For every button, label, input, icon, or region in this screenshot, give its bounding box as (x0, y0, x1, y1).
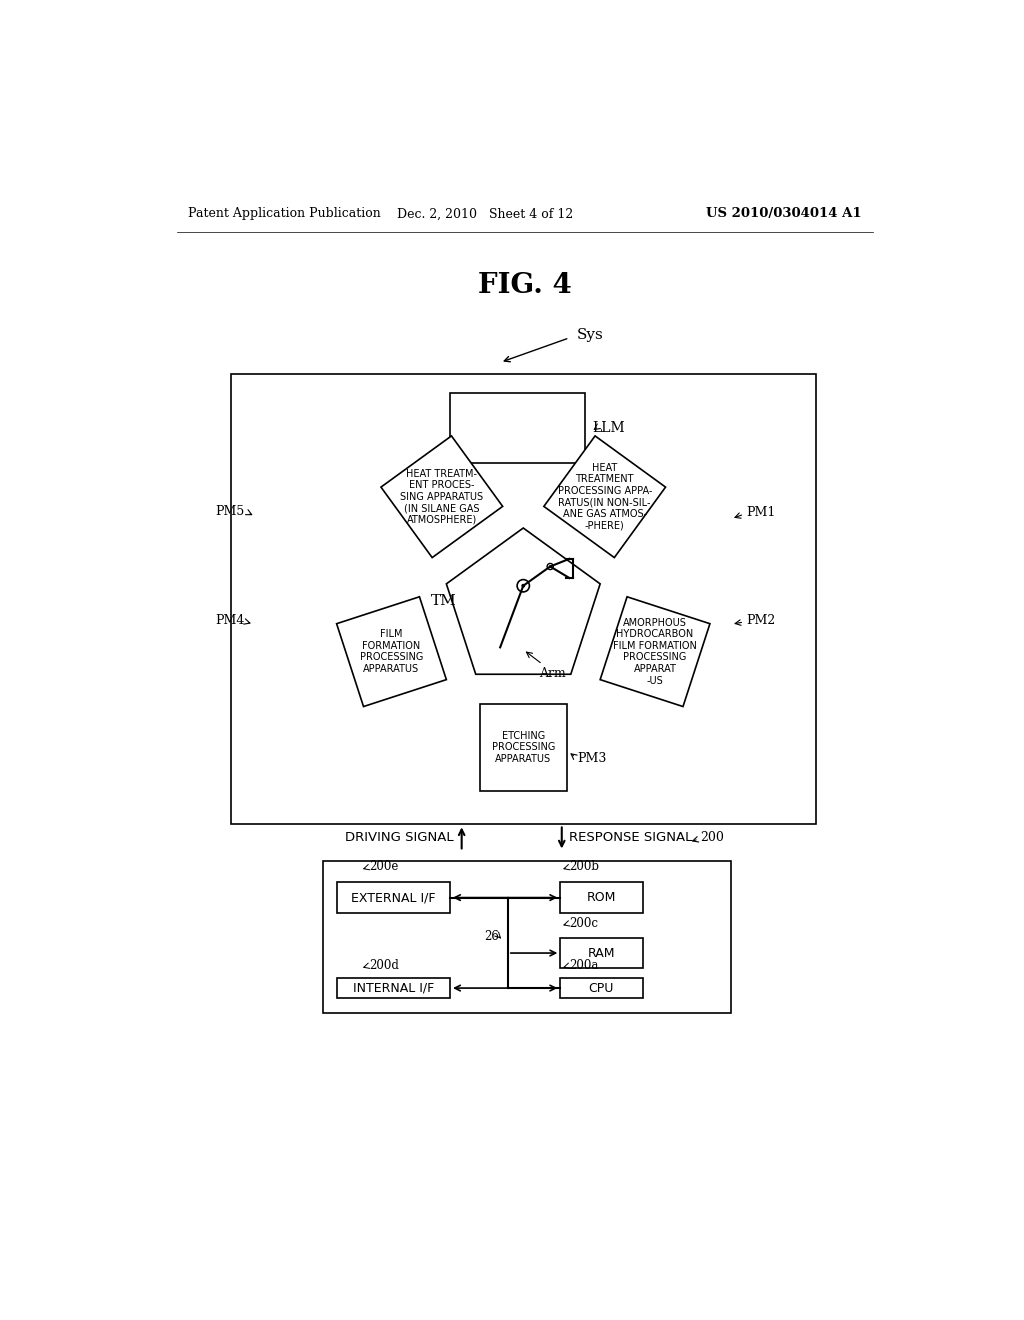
Bar (337, 978, 451, 998)
Polygon shape (381, 436, 503, 557)
Text: DRIVING SIGNAL: DRIVING SIGNAL (345, 832, 454, 843)
Text: Dec. 2, 2010   Sheet 4 of 12: Dec. 2, 2010 Sheet 4 of 12 (396, 207, 572, 220)
Text: FIG. 4: FIG. 4 (478, 272, 571, 298)
Text: 26: 26 (483, 929, 499, 942)
Text: AMORPHOUS
HYDROCARBON
FILM FORMATION
PROCESSING
APPARAT
-US: AMORPHOUS HYDROCARBON FILM FORMATION PRO… (613, 618, 697, 685)
Text: Patent Application Publication: Patent Application Publication (188, 207, 381, 220)
Polygon shape (446, 528, 600, 675)
Text: INTERNAL I/F: INTERNAL I/F (353, 982, 434, 994)
Text: ETCHING
PROCESSING
APPARATUS: ETCHING PROCESSING APPARATUS (492, 731, 555, 764)
Text: 200b: 200b (569, 861, 599, 874)
Polygon shape (337, 597, 446, 706)
Polygon shape (479, 704, 567, 791)
Text: Arm: Arm (539, 667, 565, 680)
Text: PM4: PM4 (215, 614, 245, 627)
Polygon shape (544, 436, 666, 557)
Polygon shape (600, 597, 710, 706)
Bar (560, 882, 643, 913)
Text: TM: TM (431, 594, 457, 609)
Bar (230, 374, 816, 825)
Text: HEAT TREATM-
ENT PROCES-
SING APPARATUS
(IN SILANE GAS
ATMOSPHERE): HEAT TREATM- ENT PROCES- SING APPARATUS … (400, 469, 483, 525)
Text: 200d: 200d (370, 958, 399, 972)
Bar (323, 861, 731, 1014)
Text: CPU: CPU (589, 982, 614, 994)
Bar (560, 978, 643, 998)
Text: FILM
FORMATION
PROCESSING
APPARATUS: FILM FORMATION PROCESSING APPARATUS (359, 630, 423, 675)
Text: Sys: Sys (578, 329, 604, 342)
Bar (337, 882, 451, 913)
Text: US 2010/0304014 A1: US 2010/0304014 A1 (707, 207, 862, 220)
Text: PM3: PM3 (578, 752, 606, 766)
Bar (451, 393, 585, 462)
Text: PM1: PM1 (746, 506, 776, 519)
Text: LLM: LLM (593, 421, 626, 434)
Text: 200e: 200e (370, 861, 398, 874)
Text: RESPONSE SIGNAL: RESPONSE SIGNAL (569, 832, 693, 843)
Text: PM2: PM2 (746, 614, 776, 627)
Ellipse shape (521, 583, 525, 587)
Text: 200a: 200a (569, 958, 599, 972)
Text: ROM: ROM (587, 891, 616, 904)
Text: 200: 200 (700, 832, 724, 843)
Text: RAM: RAM (588, 946, 615, 960)
Bar (560, 937, 643, 969)
Text: 200c: 200c (569, 916, 598, 929)
Text: EXTERNAL I/F: EXTERNAL I/F (351, 891, 436, 904)
Text: HEAT
TREATMENT
PROCESSING APPA-
RATUS(IN NON-SIL-
ANE GAS ATMOS-
-PHERE): HEAT TREATMENT PROCESSING APPA- RATUS(IN… (557, 463, 652, 531)
Text: PM5: PM5 (215, 504, 245, 517)
